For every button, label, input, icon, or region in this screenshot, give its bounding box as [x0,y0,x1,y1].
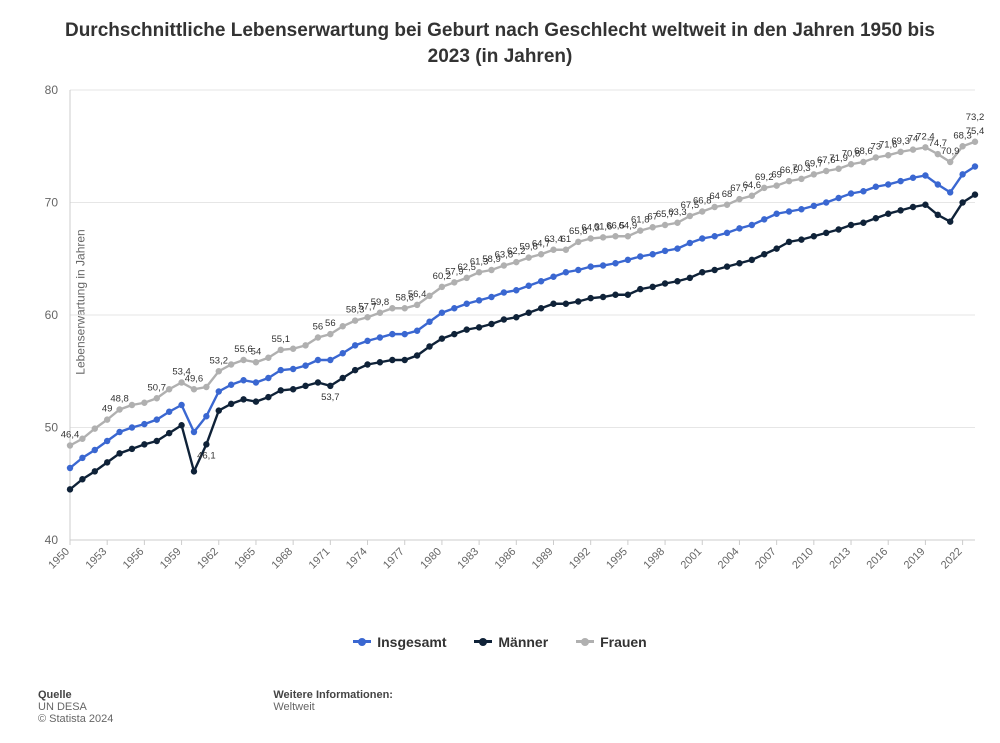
svg-text:56: 56 [313,322,324,333]
svg-text:2010: 2010 [790,546,816,572]
svg-text:1962: 1962 [195,546,221,572]
svg-text:1995: 1995 [604,546,630,572]
footer-source: Quelle UN DESA © Statista 2024 [38,689,113,725]
chart-container: Durchschnittliche Lebenserwartung bei Ge… [0,0,1000,743]
svg-text:73,2: 73,2 [966,112,985,123]
legend-item-insgesamt: Insgesamt [353,634,446,650]
svg-text:1998: 1998 [641,546,667,572]
svg-text:2004: 2004 [716,546,742,572]
svg-text:49,6: 49,6 [185,373,204,384]
svg-text:1974: 1974 [344,546,370,572]
legend: Insgesamt Männer Frauen [0,630,1000,650]
svg-text:2019: 2019 [902,546,928,572]
svg-text:1965: 1965 [232,546,258,572]
svg-text:56: 56 [325,318,336,329]
svg-text:70: 70 [45,196,59,210]
legend-swatch-frauen [576,640,594,643]
footer-info-body: Weltweit [273,701,314,713]
legend-item-frauen: Frauen [576,634,647,650]
svg-text:50: 50 [45,421,59,435]
svg-text:53,2: 53,2 [210,355,229,366]
svg-text:46,4: 46,4 [61,430,80,441]
svg-text:40: 40 [45,533,59,547]
legend-label: Insgesamt [377,634,446,650]
legend-swatch-insgesamt [353,640,371,643]
svg-text:46,1: 46,1 [197,450,216,461]
svg-text:54: 54 [251,346,262,357]
svg-text:1953: 1953 [84,546,110,572]
svg-text:50,7: 50,7 [148,382,167,393]
footer-info-heading: Weitere Informationen: [273,689,393,701]
chart-plot-area: 40 50 60 70 80 1950 1953 1956 1959 1962 1965 1968 19… [0,80,1000,610]
svg-text:1989: 1989 [530,546,556,572]
svg-text:1971: 1971 [307,546,333,572]
svg-text:1959: 1959 [158,546,184,572]
svg-text:55,1: 55,1 [272,334,291,345]
legend-item-maenner: Männer [474,634,548,650]
legend-label: Männer [498,634,548,650]
chart-title: Durchschnittliche Lebenserwartung bei Ge… [0,0,1000,74]
svg-text:2001: 2001 [679,546,705,572]
svg-text:53,7: 53,7 [321,392,340,403]
svg-text:2013: 2013 [827,546,853,572]
svg-text:1980: 1980 [418,546,444,572]
footer-source-heading: Quelle [38,689,72,701]
footer-source-body: UN DESA [38,701,87,713]
footer-info: Weitere Informationen: Weltweit [273,689,393,725]
svg-text:70,9: 70,9 [941,146,960,157]
svg-text:49: 49 [102,404,113,415]
footer: Quelle UN DESA © Statista 2024 Weitere I… [38,689,393,725]
svg-text:1956: 1956 [121,546,147,572]
svg-text:48,8: 48,8 [110,394,129,405]
svg-text:2022: 2022 [939,546,965,572]
svg-text:1992: 1992 [567,546,593,572]
svg-text:60: 60 [45,308,59,322]
svg-text:2016: 2016 [865,546,891,572]
svg-text:59,8: 59,8 [371,297,390,308]
legend-label: Frauen [600,634,647,650]
footer-copyright: © Statista 2024 [38,713,113,725]
svg-text:64: 64 [709,191,720,202]
svg-text:1986: 1986 [493,546,519,572]
svg-text:1950: 1950 [46,546,72,572]
svg-text:80: 80 [45,83,59,97]
svg-text:1968: 1968 [269,546,295,572]
svg-text:75,4: 75,4 [966,126,985,137]
svg-text:56,4: 56,4 [408,289,427,300]
svg-text:2007: 2007 [753,546,779,572]
svg-text:1983: 1983 [455,546,481,572]
legend-swatch-maenner [474,640,492,643]
svg-text:1977: 1977 [381,546,407,572]
